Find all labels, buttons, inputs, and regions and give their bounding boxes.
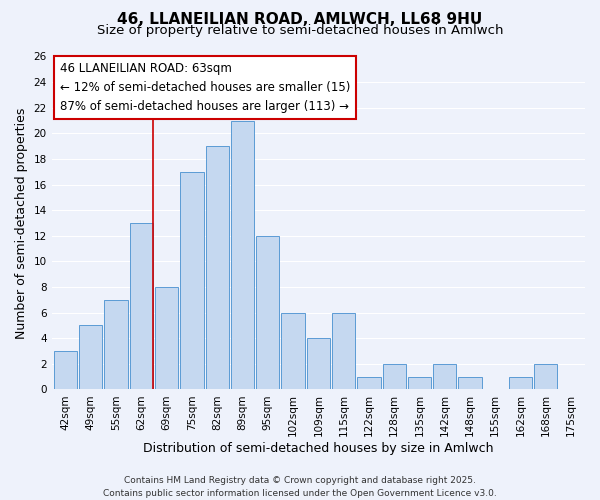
Bar bbox=[231, 120, 254, 390]
Bar bbox=[54, 351, 77, 390]
Text: Contains HM Land Registry data © Crown copyright and database right 2025.
Contai: Contains HM Land Registry data © Crown c… bbox=[103, 476, 497, 498]
Bar bbox=[509, 376, 532, 390]
Text: Size of property relative to semi-detached houses in Amlwch: Size of property relative to semi-detach… bbox=[97, 24, 503, 37]
Text: 46, LLANEILIAN ROAD, AMLWCH, LL68 9HU: 46, LLANEILIAN ROAD, AMLWCH, LL68 9HU bbox=[118, 12, 482, 28]
Bar bbox=[534, 364, 557, 390]
Bar bbox=[281, 312, 305, 390]
Bar bbox=[307, 338, 330, 390]
Bar bbox=[104, 300, 128, 390]
Bar bbox=[79, 326, 103, 390]
Y-axis label: Number of semi-detached properties: Number of semi-detached properties bbox=[15, 108, 28, 338]
Bar bbox=[357, 376, 380, 390]
Bar bbox=[155, 287, 178, 390]
Bar bbox=[130, 223, 153, 390]
Bar bbox=[408, 376, 431, 390]
Bar bbox=[256, 236, 280, 390]
Bar bbox=[383, 364, 406, 390]
Bar bbox=[206, 146, 229, 390]
Text: 46 LLANEILIAN ROAD: 63sqm
← 12% of semi-detached houses are smaller (15)
87% of : 46 LLANEILIAN ROAD: 63sqm ← 12% of semi-… bbox=[60, 62, 350, 113]
Bar bbox=[458, 376, 482, 390]
Bar bbox=[332, 312, 355, 390]
Bar bbox=[433, 364, 457, 390]
X-axis label: Distribution of semi-detached houses by size in Amlwch: Distribution of semi-detached houses by … bbox=[143, 442, 494, 455]
Bar bbox=[181, 172, 203, 390]
